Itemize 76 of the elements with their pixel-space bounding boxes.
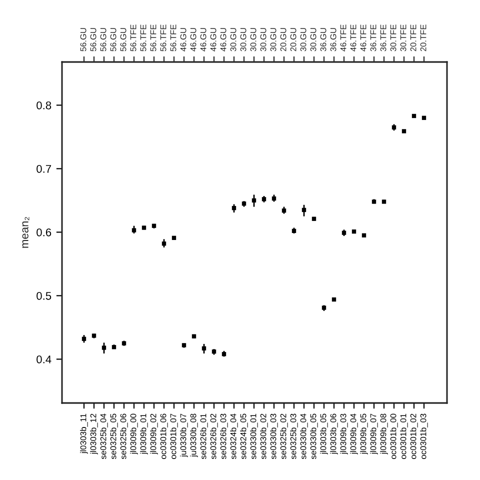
annotation: 46.GU [190,28,196,52]
annotation: 46.TFE [350,24,356,52]
x-tick-label: se0325b_05 [110,414,118,460]
annotation: 56.TFE [130,24,136,52]
x-tick-label: jl0309b_08 [380,414,388,454]
x-tick-label: jl0309b_03 [340,414,348,454]
annotation: 30.GU [250,28,256,52]
x-tick-label: oc0301b_01 [400,414,408,459]
annotation: 56.TFE [170,24,176,52]
annotation: 20.TFE [420,24,426,52]
annotation: 30.GU [310,28,316,52]
annotation: 30.GU [300,28,306,52]
x-tick-label: jl0309b_00 [130,414,138,454]
annotation: 30.GU [230,28,236,52]
x-tick-label: jl0309b_05 [360,414,368,454]
x-tick-label: se0324b_04 [230,414,238,460]
x-tick-label: jl0303b_12 [90,414,98,454]
annotation: 36.TFE [380,24,386,52]
x-tick-label: oc0301b_06 [160,414,168,459]
x-tick-label: ju0330b_07 [180,414,188,458]
y-axis-title: mean₂ [22,217,30,248]
x-tick-label: se0325b_06 [120,414,128,460]
x-tick-label: jl0303b_11 [80,414,88,454]
annotation: 36.GU [330,28,336,52]
x-tick-label: se0325b_03 [290,414,298,460]
x-tick-label: oc0301b_07 [170,414,178,459]
x-tick-label: se0330b_03 [270,414,278,460]
annotation: 56.TFE [150,24,156,52]
x-tick-label: jl0309b_04 [350,414,358,454]
x-tick-label: ju0330b_08 [190,414,198,458]
x-tick-label: se0330b_02 [260,414,268,460]
y-tick-label: 0.8 [36,101,52,110]
annotation: 20.TFE [410,24,416,52]
x-tick-label: se0330b_04 [300,414,308,460]
annotation: 56.GU [120,28,126,52]
x-tick-label: jl0309b_02 [150,414,158,454]
y-tick-label: 0.7 [36,164,52,173]
x-tick-label: se0326b_01 [200,414,208,460]
x-tick-label: se0326b_02 [210,414,218,460]
annotation: 46.GU [180,28,186,52]
annotation: 30.GU [270,28,276,52]
x-tick-label: jl0309b_01 [140,414,148,454]
x-tick-label: jl0309b_07 [370,414,378,454]
annotation: 56.TFE [160,24,166,52]
y-tick-label: 0.4 [36,355,52,364]
annotation: 46.TFE [360,24,366,52]
annotation: 20.GU [290,28,296,52]
annotation: 56.GU [110,28,116,52]
annotation: 30.TFE [400,24,406,52]
x-tick-label: oc0301b_02 [410,414,418,459]
annotation: 46.TFE [340,24,346,52]
y-tick-label: 0.6 [36,228,52,236]
annotation: 56.GU [90,28,96,52]
annotation: 46.GU [220,28,226,52]
annotation: 30.TFE [390,24,396,52]
annotation: 36.TFE [370,24,376,52]
annotation: 30.GU [240,28,246,52]
x-tick-label: oc0301b_00 [390,414,398,459]
annotation: 36.GU [320,28,326,52]
x-tick-label: se0330b_05 [310,414,318,460]
annotation: 20.GU [280,28,286,52]
x-tick-label: se0326b_03 [220,414,228,460]
annotation: 46.GU [210,28,216,52]
annotation: 30.GU [260,28,266,52]
x-tick-label: oc0301b_03 [420,414,428,459]
y-tick-label: 0.5 [36,292,52,300]
annotation: 46.GU [200,28,206,52]
x-tick-label: jl0303b_05 [320,414,328,454]
x-tick-label: se0325b_02 [280,414,288,460]
annotation: 56.TFE [140,24,146,52]
x-tick-label: jl0303b_06 [330,414,338,454]
x-tick-label: se0325b_04 [100,414,108,460]
x-tick-label: se0324b_05 [240,414,248,460]
annotation: 56.GU [80,28,86,52]
x-tick-label: se0330b_01 [250,414,258,460]
annotation: 56.GU [100,28,106,52]
